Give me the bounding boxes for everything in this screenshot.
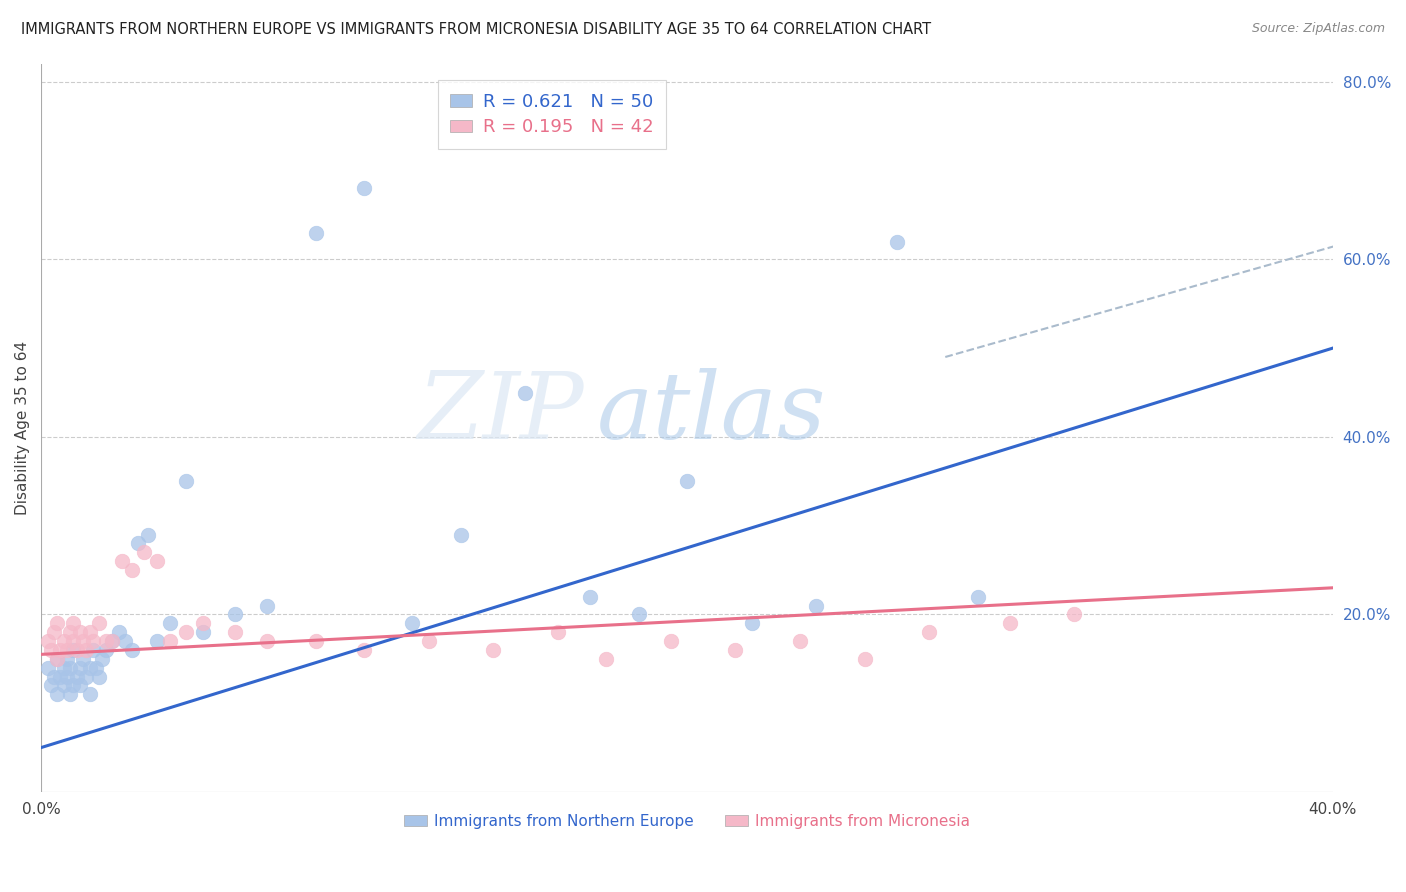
Point — [62, 616, 84, 631]
Point — [482, 643, 505, 657]
Point — [304, 634, 326, 648]
Point — [998, 616, 1021, 631]
Point — [46, 652, 69, 666]
Point — [789, 634, 811, 648]
Point — [46, 687, 69, 701]
Point — [52, 634, 75, 648]
Point — [627, 607, 650, 622]
Point — [353, 181, 375, 195]
Point — [676, 475, 699, 489]
Point — [450, 527, 472, 541]
Point — [101, 634, 124, 648]
Point — [659, 634, 682, 648]
Point — [121, 643, 143, 657]
Point — [918, 625, 941, 640]
Point — [547, 625, 569, 640]
Text: atlas: atlas — [596, 368, 827, 458]
Point — [39, 643, 62, 657]
Point — [79, 661, 101, 675]
Point — [42, 625, 65, 640]
Point — [39, 678, 62, 692]
Point — [401, 616, 423, 631]
Point — [72, 652, 94, 666]
Point — [101, 634, 124, 648]
Point — [94, 634, 117, 648]
Point — [94, 643, 117, 657]
Point — [224, 607, 246, 622]
Point — [66, 669, 89, 683]
Point — [418, 634, 440, 648]
Point — [82, 634, 104, 648]
Point — [89, 669, 111, 683]
Point — [56, 669, 79, 683]
Point — [191, 625, 214, 640]
Point — [176, 475, 198, 489]
Point — [69, 625, 91, 640]
Point — [256, 599, 278, 613]
Point — [966, 590, 988, 604]
Point — [49, 643, 72, 657]
Point — [741, 616, 763, 631]
Point — [49, 669, 72, 683]
Point — [146, 634, 169, 648]
Point — [72, 634, 94, 648]
Point — [111, 554, 134, 568]
Point — [69, 678, 91, 692]
Point — [159, 634, 181, 648]
Point — [159, 616, 181, 631]
Point — [46, 652, 69, 666]
Point — [42, 669, 65, 683]
Text: ZIP: ZIP — [418, 368, 583, 458]
Point — [146, 554, 169, 568]
Point — [224, 625, 246, 640]
Point — [52, 661, 75, 675]
Point — [1063, 607, 1085, 622]
Point — [75, 643, 97, 657]
Point — [515, 385, 537, 400]
Point — [724, 643, 747, 657]
Point — [107, 625, 129, 640]
Point — [82, 643, 104, 657]
Point — [886, 235, 908, 249]
Point — [56, 643, 79, 657]
Point — [79, 625, 101, 640]
Point — [134, 545, 156, 559]
Point — [52, 678, 75, 692]
Point — [79, 687, 101, 701]
Point — [66, 643, 89, 657]
Point — [84, 661, 107, 675]
Point — [853, 652, 876, 666]
Point — [191, 616, 214, 631]
Point — [37, 634, 59, 648]
Point — [91, 652, 114, 666]
Y-axis label: Disability Age 35 to 64: Disability Age 35 to 64 — [15, 341, 30, 515]
Point — [62, 643, 84, 657]
Point — [121, 563, 143, 577]
Point — [127, 536, 149, 550]
Point — [256, 634, 278, 648]
Point — [62, 678, 84, 692]
Point — [59, 687, 82, 701]
Point — [176, 625, 198, 640]
Point — [114, 634, 136, 648]
Point — [89, 616, 111, 631]
Text: Source: ZipAtlas.com: Source: ZipAtlas.com — [1251, 22, 1385, 36]
Legend: Immigrants from Northern Europe, Immigrants from Micronesia: Immigrants from Northern Europe, Immigra… — [398, 808, 976, 835]
Point — [595, 652, 617, 666]
Point — [804, 599, 827, 613]
Point — [75, 669, 97, 683]
Point — [37, 661, 59, 675]
Point — [62, 634, 84, 648]
Point — [69, 661, 91, 675]
Point — [353, 643, 375, 657]
Point — [304, 226, 326, 240]
Point — [56, 652, 79, 666]
Point — [59, 625, 82, 640]
Point — [579, 590, 602, 604]
Point — [46, 616, 69, 631]
Text: IMMIGRANTS FROM NORTHERN EUROPE VS IMMIGRANTS FROM MICRONESIA DISABILITY AGE 35 : IMMIGRANTS FROM NORTHERN EUROPE VS IMMIG… — [21, 22, 931, 37]
Point — [59, 661, 82, 675]
Point — [136, 527, 159, 541]
